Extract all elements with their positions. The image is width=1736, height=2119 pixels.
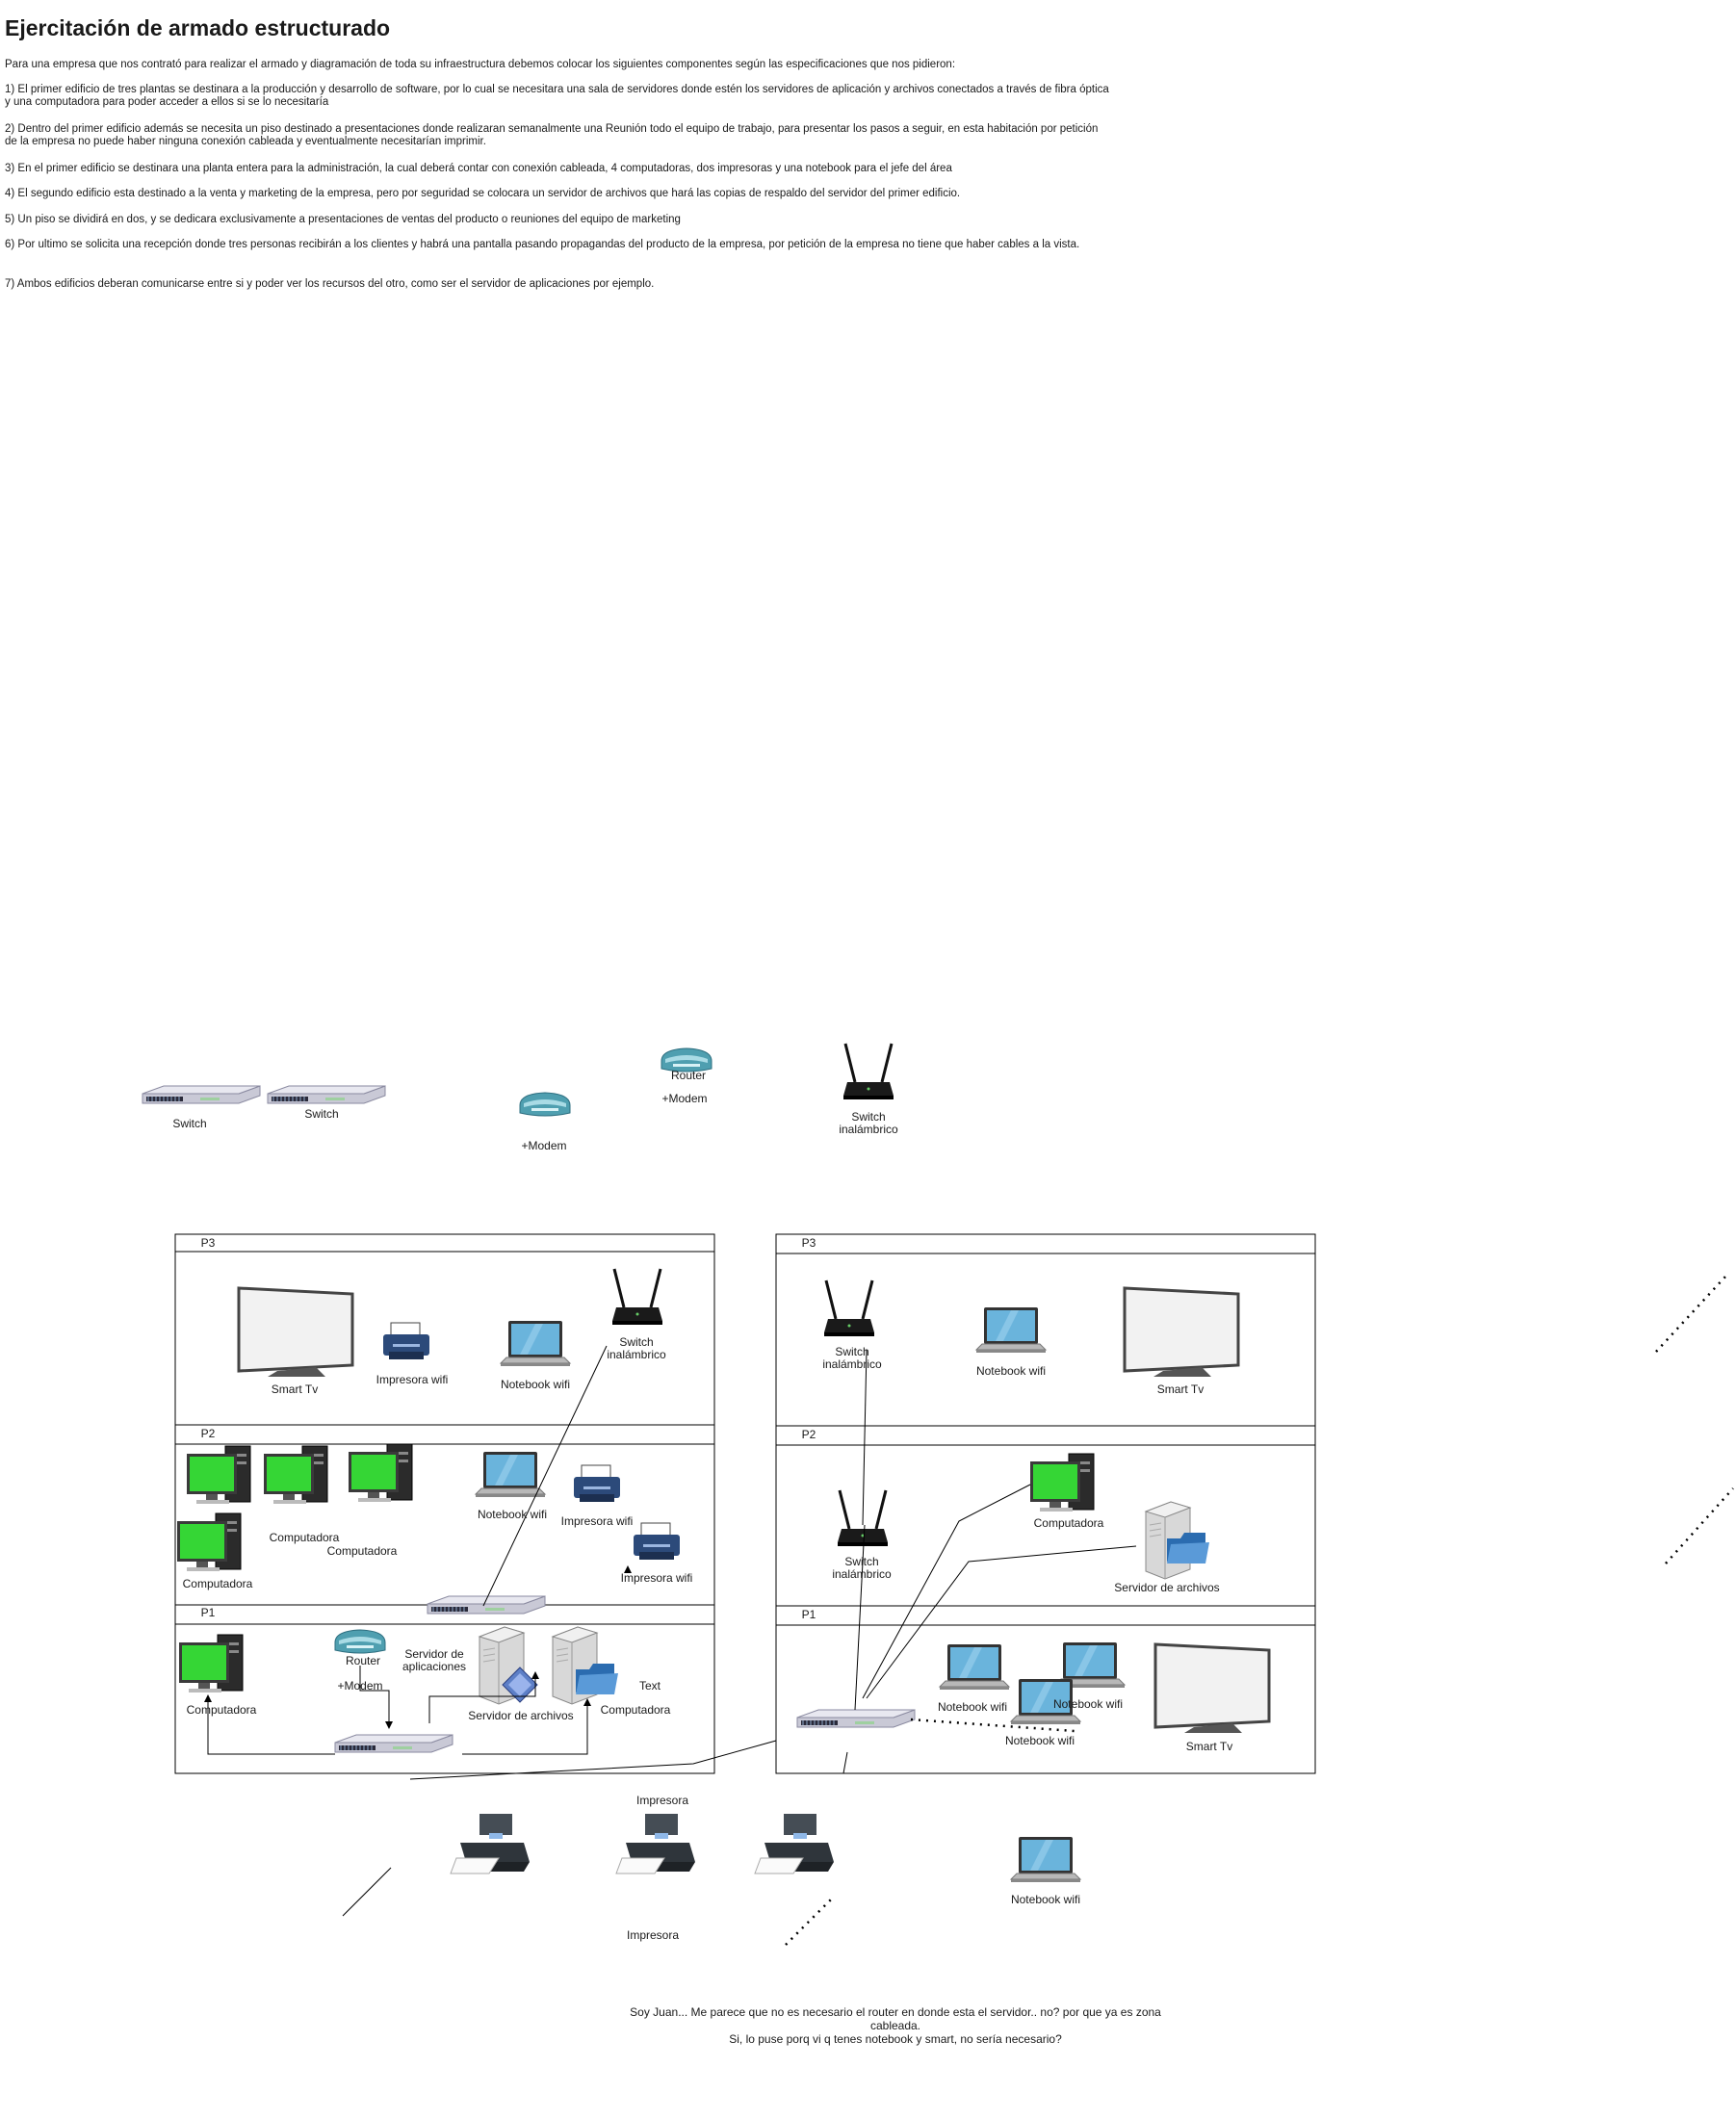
app-server-label: Servidor de aplicaciones xyxy=(402,1647,467,1673)
page-title: Ejercitación de armado estructurado xyxy=(5,15,391,40)
floor-label-p1: P1 xyxy=(801,1608,816,1621)
wireless-switch-label: Switch inalámbrico xyxy=(822,1345,882,1371)
computer-label: Computadora xyxy=(269,1531,340,1544)
switch-icon[interactable] xyxy=(267,1085,386,1104)
computer-label: Computadora xyxy=(186,1703,257,1717)
requirement-7: 7) Ambos edificios deberan comunicarse e… xyxy=(5,278,655,290)
notebook-icon[interactable] xyxy=(1010,1836,1081,1883)
intro-paragraph: Para una empresa que nos contrató para r… xyxy=(5,59,956,70)
smart-tv-label: Smart Tv xyxy=(271,1383,319,1396)
notebook-label: Notebook wifi xyxy=(500,1378,571,1391)
notebook-icon[interactable] xyxy=(939,1643,1010,1691)
computer-label: Computadora xyxy=(182,1577,253,1590)
floor-label-p2: P2 xyxy=(200,1427,216,1440)
arrowheads xyxy=(204,1565,632,1729)
floor-label-p3: P3 xyxy=(801,1236,816,1250)
computer-icon[interactable] xyxy=(186,1445,251,1505)
notebook-label: Notebook wifi xyxy=(937,1700,1008,1714)
notebook-label: Notebook wifi xyxy=(975,1364,1047,1378)
printer-label: Impresora wifi xyxy=(376,1373,449,1386)
computer-label: Computadora xyxy=(326,1544,398,1558)
modem-label: +Modem xyxy=(521,1139,567,1152)
floor-label-p2: P2 xyxy=(801,1428,816,1441)
comment-line-1: Soy Juan... Me parece que no es necesari… xyxy=(630,2005,1161,2032)
modem-label: +Modem xyxy=(661,1092,708,1105)
computer-icon[interactable] xyxy=(178,1634,244,1693)
wireless-switch-icon[interactable] xyxy=(822,1279,876,1338)
wireless-switch-label: Switch inalámbrico xyxy=(839,1110,898,1136)
wireless-switch-icon[interactable] xyxy=(842,1042,895,1101)
smart-tv-label: Smart Tv xyxy=(1156,1383,1205,1396)
connectors-b2 xyxy=(842,1349,1137,1774)
computer-icon[interactable] xyxy=(263,1445,328,1505)
smart-tv-icon[interactable] xyxy=(1153,1642,1271,1735)
notebook-label: Notebook wifi xyxy=(477,1508,548,1521)
smart-tv-icon[interactable] xyxy=(1123,1286,1240,1379)
notebook-icon[interactable] xyxy=(500,1320,571,1367)
printer-label: Impresora wifi xyxy=(620,1571,693,1585)
smart-tv-icon[interactable] xyxy=(237,1286,354,1379)
notebook-label: Notebook wifi xyxy=(1052,1697,1124,1711)
wireless-switch-label: Switch inalámbrico xyxy=(607,1335,666,1361)
printer-wifi-icon[interactable] xyxy=(573,1464,621,1503)
modem-label: +Modem xyxy=(337,1679,383,1693)
switch-icon[interactable] xyxy=(796,1709,916,1728)
stray-lines xyxy=(342,1867,392,1917)
comment-line-2: Si, lo puse porq vi q tenes notebook y s… xyxy=(729,2032,1062,2046)
notebook-label: Notebook wifi xyxy=(1010,1893,1081,1906)
printer-label: Impresora wifi xyxy=(560,1514,634,1528)
router-icon[interactable] xyxy=(334,1629,386,1654)
requirement-6: 6) Por ultimo se solicita una recepción … xyxy=(5,239,1080,250)
notebook-label: Notebook wifi xyxy=(1004,1734,1075,1747)
computer-icon[interactable] xyxy=(1029,1453,1095,1512)
smart-tv-label: Smart Tv xyxy=(1185,1740,1233,1753)
computer-icon[interactable] xyxy=(176,1512,242,1572)
floor-label-p1: P1 xyxy=(200,1606,216,1619)
wireless-switch-label: Switch inalámbrico xyxy=(832,1555,892,1581)
notebook-icon[interactable] xyxy=(975,1306,1047,1354)
text-label: Text xyxy=(638,1679,661,1693)
switch-icon[interactable] xyxy=(142,1085,261,1104)
requirement-4: 4) El segundo edificio esta destinado a … xyxy=(5,188,961,199)
requirement-2: 2) Dentro del primer edificio además se … xyxy=(5,123,1099,147)
file-server-label: Servidor de archivos xyxy=(1114,1581,1220,1594)
wireless-switch-icon[interactable] xyxy=(610,1267,664,1327)
floor-label-p3: P3 xyxy=(200,1236,216,1250)
printer-label: Impresora xyxy=(626,1928,680,1942)
switch-label: Switch xyxy=(172,1117,207,1130)
connectors-b1 xyxy=(207,1345,777,1780)
modem-icon[interactable] xyxy=(519,1092,571,1117)
computer-icon[interactable] xyxy=(348,1443,413,1503)
comment-note: Soy Juan... Me parece que no es necesari… xyxy=(616,2005,1175,2046)
printer-wifi-icon[interactable] xyxy=(633,1522,681,1561)
printer-wifi-icon[interactable] xyxy=(382,1322,430,1360)
requirement-5: 5) Un piso se dividirá en dos, y se dedi… xyxy=(5,214,681,225)
printer-icon[interactable] xyxy=(754,1813,835,1874)
printer-label: Impresora xyxy=(635,1794,689,1807)
computer-label: Computadora xyxy=(600,1703,671,1717)
requirement-1: 1) El primer edificio de tres plantas se… xyxy=(5,84,1109,108)
dotted-lines xyxy=(785,1276,1734,1946)
computer-label: Computadora xyxy=(1033,1516,1104,1530)
printer-icon[interactable] xyxy=(615,1813,696,1874)
printer-icon[interactable] xyxy=(450,1813,531,1874)
switch-label: Switch xyxy=(304,1107,339,1121)
building-1 xyxy=(174,1233,715,1774)
router-label: Router xyxy=(345,1654,381,1667)
requirement-3: 3) En el primer edificio se destinara un… xyxy=(5,163,952,174)
switch-icon[interactable] xyxy=(334,1734,453,1753)
file-server-label: Servidor de archivos xyxy=(468,1709,574,1722)
router-label: Router xyxy=(670,1069,707,1082)
notebook-icon[interactable] xyxy=(475,1451,546,1498)
